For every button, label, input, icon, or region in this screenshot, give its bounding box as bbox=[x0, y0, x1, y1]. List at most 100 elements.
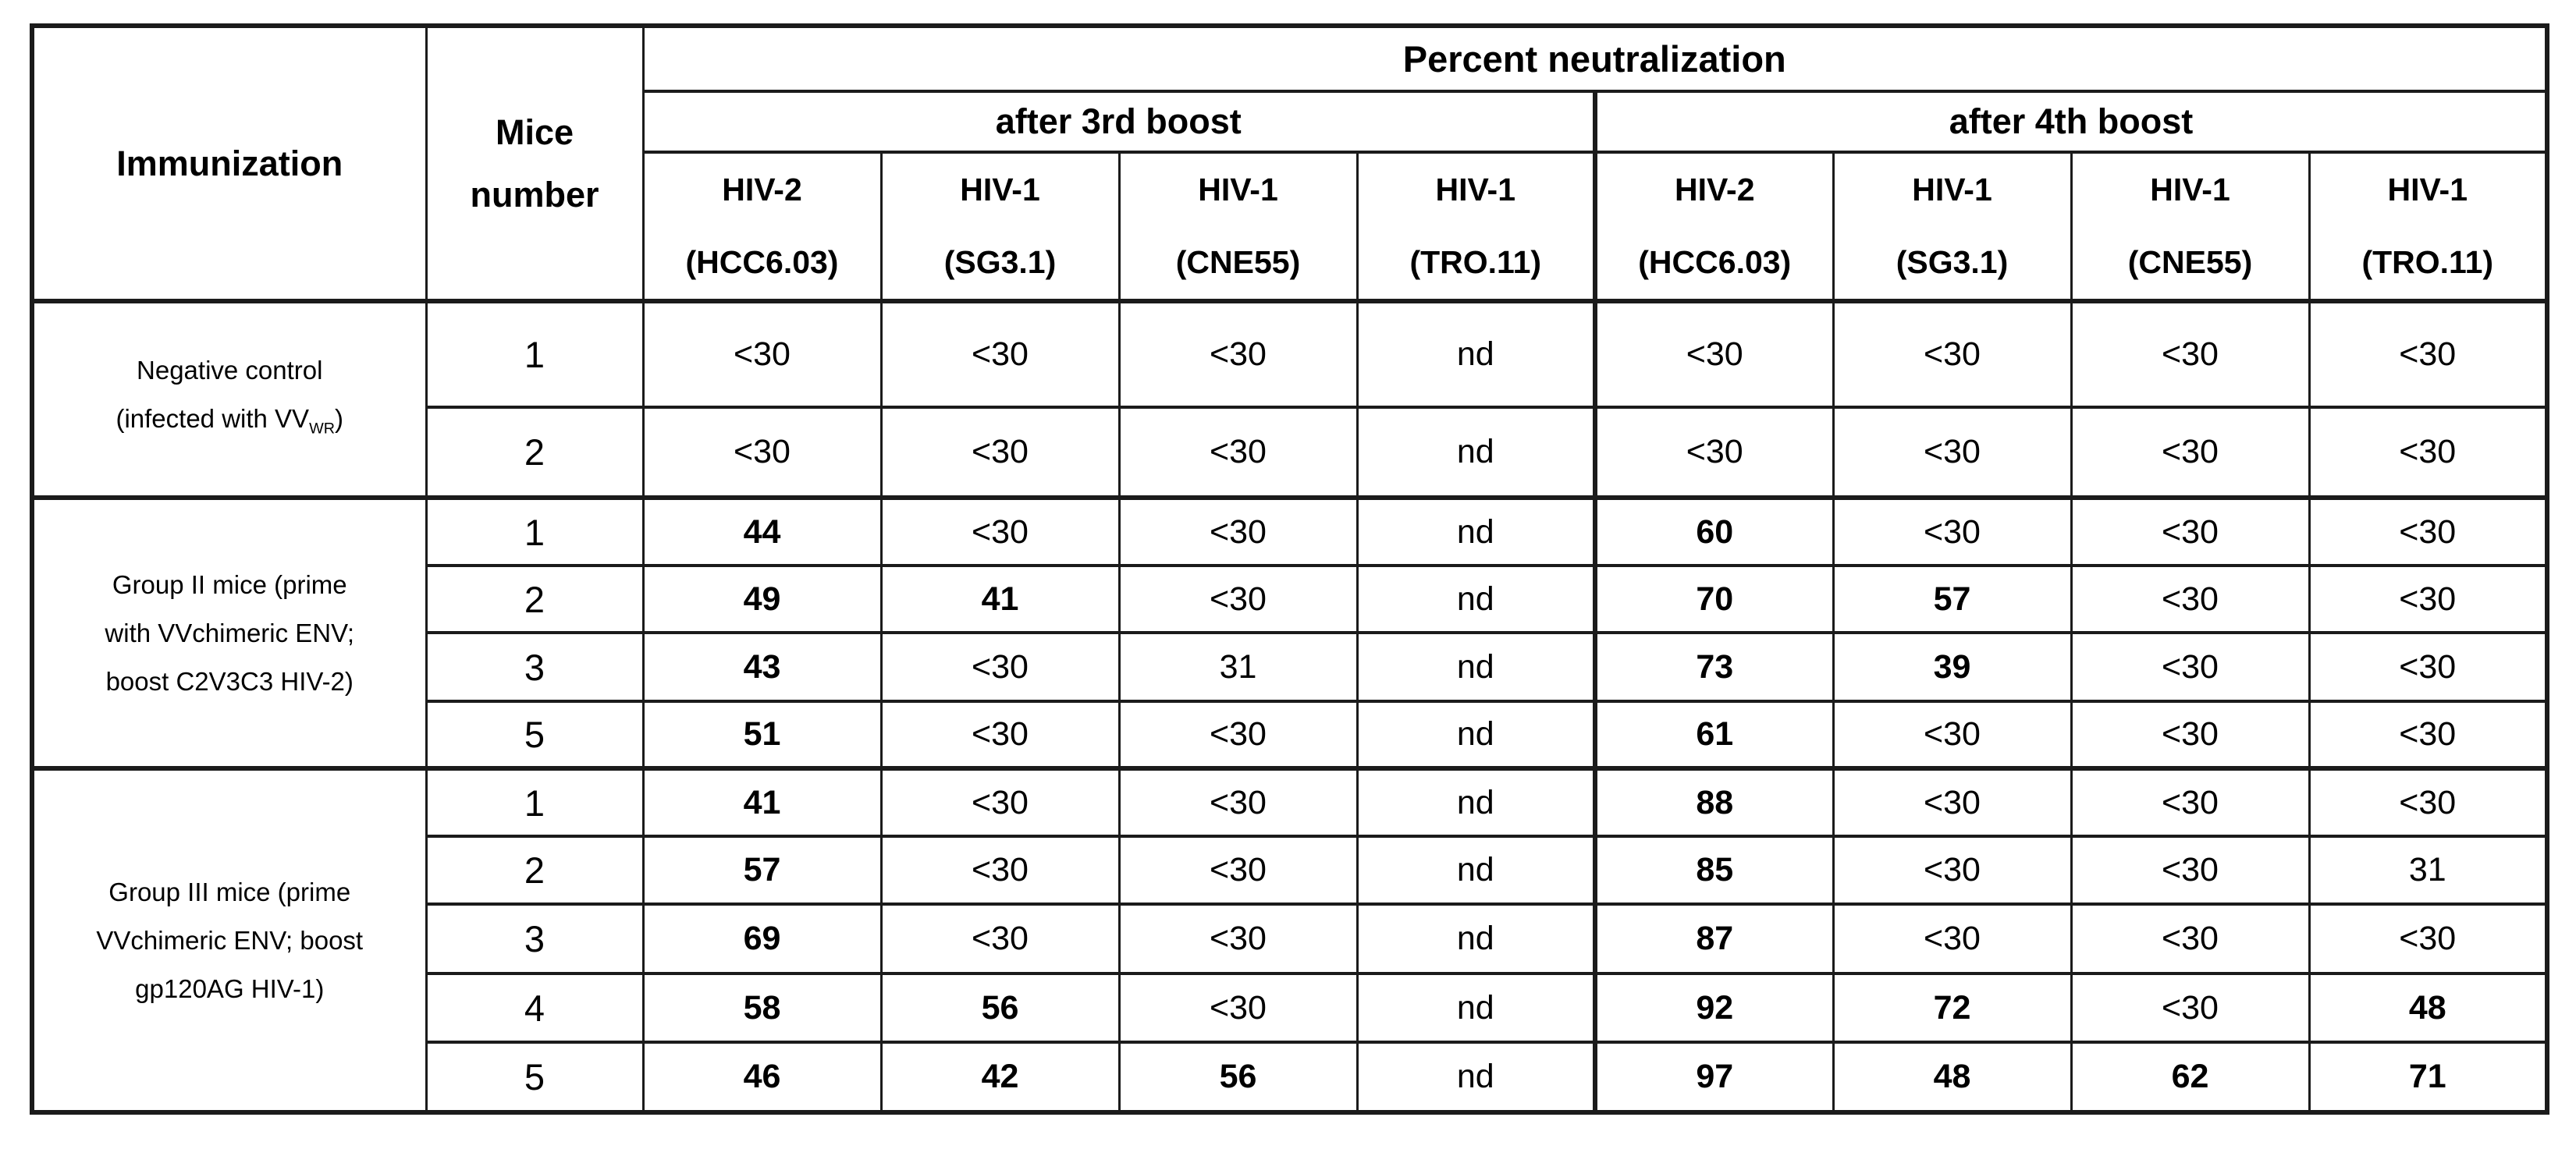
value-cell: <30 bbox=[1117, 564, 1359, 634]
virus-column-header: HIV-1 (SG3.1) bbox=[879, 151, 1121, 303]
virus-strain: (HCC6.03) bbox=[685, 244, 839, 280]
virus-column-header: HIV-1 (SG3.1) bbox=[1832, 151, 2073, 303]
value-cell: nd bbox=[1356, 1041, 1597, 1114]
value-cell: <30 bbox=[879, 766, 1121, 838]
label-subscript: WR bbox=[309, 420, 336, 438]
virus-strain: (CNE55) bbox=[1175, 244, 1301, 280]
value-cell: <30 bbox=[879, 835, 1121, 906]
value-cell: <30 bbox=[1832, 903, 2073, 975]
mouse-number-cell: 1 bbox=[425, 495, 645, 567]
value-cell: <30 bbox=[2070, 835, 2311, 906]
group-label-group-ii: Group II mice (prime with VVchimeric ENV… bbox=[30, 495, 428, 770]
value-cell: 48 bbox=[2308, 972, 2549, 1044]
virus-strain: (TRO.11) bbox=[1409, 244, 1542, 280]
mouse-number-cell: 5 bbox=[425, 700, 645, 770]
mice-header-line2: number bbox=[470, 174, 599, 215]
value-cell: <30 bbox=[2308, 766, 2549, 838]
mouse-number-cell: 2 bbox=[425, 835, 645, 906]
value-cell: nd bbox=[1356, 972, 1597, 1044]
value-cell: nd bbox=[1356, 406, 1597, 499]
header-row-3: HIV-2 (HCC6.03) HIV-1 (SG3.1) HIV-1 (CNE… bbox=[32, 151, 2549, 303]
table-row: Group II mice (prime with VVchimeric ENV… bbox=[30, 495, 2549, 770]
virus-name: HIV-1 bbox=[960, 172, 1040, 207]
value-cell: <30 bbox=[879, 406, 1121, 499]
virus-name: HIV-1 bbox=[2150, 172, 2230, 207]
value-cell: <30 bbox=[1117, 766, 1359, 838]
group-label-line: with VVchimeric ENV; bbox=[105, 618, 355, 647]
value-cell: <30 bbox=[2070, 903, 2311, 975]
virus-column-header: HIV-1 (CNE55) bbox=[2070, 151, 2311, 303]
value-cell: 87 bbox=[1593, 903, 1835, 975]
value-cell: <30 bbox=[2070, 564, 2311, 634]
virus-column-header: HIV-2 (HCC6.03) bbox=[641, 151, 883, 303]
group-label-line: Negative control bbox=[137, 355, 323, 385]
mouse-number-cell: 2 bbox=[425, 564, 645, 634]
value-cell: nd bbox=[1356, 903, 1597, 975]
value-cell: <30 bbox=[2070, 495, 2311, 567]
value-cell: nd bbox=[1356, 564, 1597, 634]
value-cell: 57 bbox=[641, 835, 883, 906]
table-row: 2 57 <30 <30 nd 85 <30 <30 31 bbox=[32, 835, 2549, 906]
value-cell: <30 bbox=[2308, 903, 2549, 975]
table-row: 5 46 42 56 nd 97 48 62 71 bbox=[32, 1041, 2549, 1114]
value-cell: 41 bbox=[641, 766, 883, 838]
virus-strain: (SG3.1) bbox=[943, 244, 1057, 280]
value-cell: <30 bbox=[2308, 495, 2549, 567]
virus-strain: (SG3.1) bbox=[1896, 244, 2009, 280]
mouse-number-cell: 4 bbox=[425, 972, 645, 1044]
table-row: 2 <30 <30 <30 nd <30 <30 <30 <30 bbox=[32, 406, 2549, 499]
group-label-negative-control: Negative control (infected with VVWR) bbox=[30, 300, 428, 499]
value-cell: <30 bbox=[1117, 972, 1359, 1044]
header-row-2: after 3rd boost after 4th boost bbox=[32, 90, 2549, 154]
virus-strain: (TRO.11) bbox=[2361, 244, 2494, 280]
value-cell: <30 bbox=[2308, 406, 2549, 499]
value-cell: <30 bbox=[1832, 406, 2073, 499]
value-cell: 70 bbox=[1593, 564, 1835, 634]
value-cell: <30 bbox=[2308, 700, 2549, 770]
table-row: 3 43 <30 31 nd 73 39 <30 <30 bbox=[32, 631, 2549, 703]
value-cell: <30 bbox=[1117, 835, 1359, 906]
value-cell: 92 bbox=[1593, 972, 1835, 1044]
mouse-number-cell: 3 bbox=[425, 631, 645, 703]
virus-strain: (CNE55) bbox=[2127, 244, 2253, 280]
virus-column-header: HIV-2 (HCC6.03) bbox=[1593, 151, 1835, 303]
group-label-line: VVchimeric ENV; boost bbox=[96, 925, 364, 955]
virus-column-header: HIV-1 (TRO.11) bbox=[1356, 151, 1597, 303]
value-cell: <30 bbox=[2308, 564, 2549, 634]
group-label-group-iii: Group III mice (prime VVchimeric ENV; bo… bbox=[30, 766, 428, 1114]
neutralization-table: Immunization Mice number Percent neutral… bbox=[30, 23, 2549, 1115]
after-3rd-boost-header: after 3rd boost bbox=[641, 90, 1597, 154]
value-cell: 71 bbox=[2308, 1041, 2549, 1114]
value-cell: 57 bbox=[1832, 564, 2073, 634]
virus-column-header: HIV-1 (TRO.11) bbox=[2308, 151, 2549, 303]
table-row: Group III mice (prime VVchimeric ENV; bo… bbox=[30, 766, 2549, 1114]
value-cell: 48 bbox=[1832, 1041, 2073, 1114]
value-cell: <30 bbox=[2070, 406, 2311, 499]
value-cell: nd bbox=[1356, 631, 1597, 703]
virus-strain: (HCC6.03) bbox=[1638, 244, 1792, 280]
value-cell: <30 bbox=[1832, 835, 2073, 906]
value-cell: <30 bbox=[879, 700, 1121, 770]
table-row: Negative control (infected with VVWR) 1 … bbox=[30, 300, 2549, 499]
value-cell: 31 bbox=[2308, 835, 2549, 906]
value-cell: <30 bbox=[879, 631, 1121, 703]
virus-name: HIV-1 bbox=[1435, 172, 1516, 207]
value-cell: <30 bbox=[2070, 300, 2311, 409]
value-cell: <30 bbox=[1593, 406, 1835, 499]
value-cell: 51 bbox=[641, 700, 883, 770]
value-cell: 85 bbox=[1593, 835, 1835, 906]
value-cell: 58 bbox=[641, 972, 883, 1044]
value-cell: 88 bbox=[1593, 766, 1835, 838]
value-cell: nd bbox=[1356, 835, 1597, 906]
value-cell: <30 bbox=[879, 495, 1121, 567]
mouse-number-cell: 3 bbox=[425, 903, 645, 975]
label-text: ) bbox=[335, 403, 344, 433]
value-cell: 61 bbox=[1593, 700, 1835, 770]
group-label-line: Group II mice (prime bbox=[112, 569, 347, 599]
value-cell: 44 bbox=[641, 495, 883, 567]
mice-header-line1: Mice bbox=[495, 112, 574, 152]
value-cell: <30 bbox=[641, 406, 883, 499]
value-cell: <30 bbox=[1117, 406, 1359, 499]
table-row: 5 51 <30 <30 nd 61 <30 <30 <30 bbox=[32, 700, 2549, 770]
